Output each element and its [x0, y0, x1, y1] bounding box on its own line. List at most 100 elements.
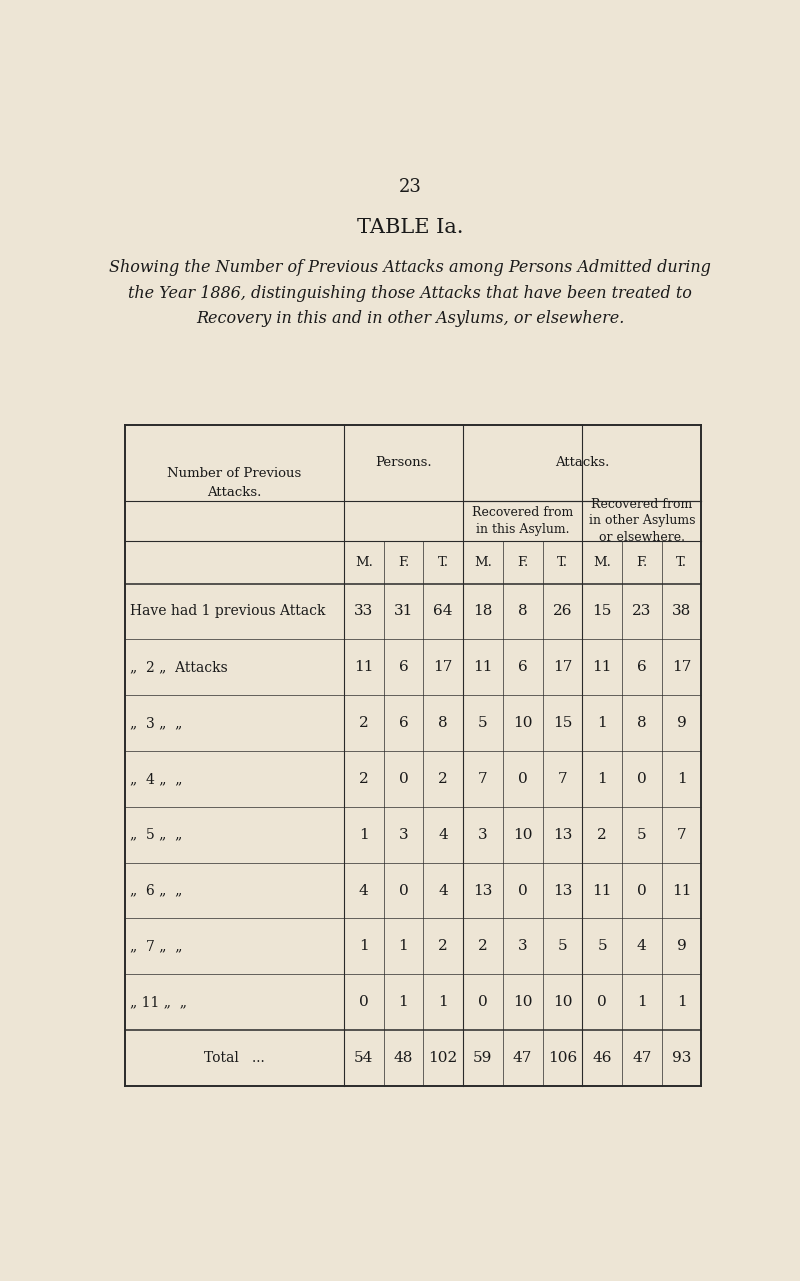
- Text: 1: 1: [598, 772, 607, 787]
- Text: 2: 2: [438, 772, 448, 787]
- Text: 0: 0: [598, 995, 607, 1009]
- Text: M.: M.: [593, 556, 611, 569]
- Text: 5: 5: [637, 828, 646, 842]
- Text: 1: 1: [438, 995, 448, 1009]
- Text: 1: 1: [359, 939, 369, 953]
- Text: Have had 1 previous Attack: Have had 1 previous Attack: [130, 605, 326, 619]
- Text: 23: 23: [632, 605, 651, 619]
- Text: 3: 3: [478, 828, 488, 842]
- Text: 11: 11: [473, 660, 493, 674]
- Text: 2: 2: [598, 828, 607, 842]
- Text: Total   ...: Total ...: [204, 1050, 265, 1065]
- Text: 17: 17: [672, 660, 691, 674]
- Text: M.: M.: [355, 556, 373, 569]
- Text: F.: F.: [636, 556, 647, 569]
- Text: 38: 38: [672, 605, 691, 619]
- Text: 8: 8: [518, 605, 527, 619]
- Text: 0: 0: [398, 772, 408, 787]
- Text: „  4 „  „: „ 4 „ „: [130, 772, 182, 787]
- Text: 5: 5: [598, 939, 607, 953]
- Text: 93: 93: [672, 1050, 691, 1065]
- Text: 59: 59: [474, 1050, 493, 1065]
- Text: Recovered from
in other Asylums
or elsewhere.: Recovered from in other Asylums or elsew…: [589, 498, 695, 544]
- Text: 15: 15: [593, 605, 612, 619]
- Text: T.: T.: [557, 556, 568, 569]
- Text: 3: 3: [518, 939, 527, 953]
- Text: 11: 11: [592, 660, 612, 674]
- Text: TABLE Ia.: TABLE Ia.: [357, 218, 463, 237]
- Text: 6: 6: [637, 660, 646, 674]
- Text: 11: 11: [354, 660, 374, 674]
- Text: 31: 31: [394, 605, 413, 619]
- Text: 7: 7: [558, 772, 567, 787]
- Text: M.: M.: [474, 556, 492, 569]
- Text: „  5 „  „: „ 5 „ „: [130, 828, 182, 842]
- Text: 26: 26: [553, 605, 572, 619]
- Text: F.: F.: [517, 556, 528, 569]
- Text: 6: 6: [398, 716, 408, 730]
- Text: 47: 47: [632, 1050, 651, 1065]
- Text: „  7 „  „: „ 7 „ „: [130, 939, 182, 953]
- Text: 11: 11: [592, 884, 612, 898]
- Text: 1: 1: [398, 995, 408, 1009]
- Text: 0: 0: [478, 995, 488, 1009]
- Text: Number of Previous
Attacks.: Number of Previous Attacks.: [167, 466, 302, 498]
- Text: 10: 10: [513, 716, 533, 730]
- Text: 11: 11: [672, 884, 691, 898]
- Text: 23: 23: [398, 178, 422, 196]
- Text: Recovered from
in this Asylum.: Recovered from in this Asylum.: [472, 506, 574, 535]
- Text: 9: 9: [677, 716, 686, 730]
- Text: 1: 1: [598, 716, 607, 730]
- Text: 8: 8: [637, 716, 646, 730]
- Text: Showing the Number of Previous Attacks among Persons Admitted during
the Year 18: Showing the Number of Previous Attacks a…: [109, 259, 711, 327]
- Text: 13: 13: [553, 828, 572, 842]
- Text: 17: 17: [434, 660, 453, 674]
- Text: T.: T.: [438, 556, 449, 569]
- Text: 102: 102: [429, 1050, 458, 1065]
- Text: 0: 0: [637, 772, 646, 787]
- Text: 0: 0: [518, 772, 527, 787]
- Text: 2: 2: [359, 716, 369, 730]
- Text: 1: 1: [637, 995, 646, 1009]
- Text: 4: 4: [438, 828, 448, 842]
- Text: 6: 6: [518, 660, 527, 674]
- Text: 18: 18: [474, 605, 493, 619]
- Text: „  2 „  Attacks: „ 2 „ Attacks: [130, 660, 227, 674]
- Text: 33: 33: [354, 605, 374, 619]
- Text: 1: 1: [677, 995, 686, 1009]
- Text: 8: 8: [438, 716, 448, 730]
- Text: 64: 64: [434, 605, 453, 619]
- Text: Attacks.: Attacks.: [555, 456, 610, 469]
- Text: 2: 2: [478, 939, 488, 953]
- Text: 9: 9: [677, 939, 686, 953]
- Text: 10: 10: [553, 995, 572, 1009]
- Text: „  6 „  „: „ 6 „ „: [130, 884, 182, 898]
- Text: 7: 7: [478, 772, 488, 787]
- Text: 2: 2: [359, 772, 369, 787]
- Text: 54: 54: [354, 1050, 374, 1065]
- Text: 0: 0: [637, 884, 646, 898]
- Text: 1: 1: [359, 828, 369, 842]
- Text: Persons.: Persons.: [375, 456, 432, 469]
- Text: 6: 6: [398, 660, 408, 674]
- Text: 4: 4: [359, 884, 369, 898]
- Text: 13: 13: [553, 884, 572, 898]
- Text: 1: 1: [677, 772, 686, 787]
- Text: „ 11 „  „: „ 11 „ „: [130, 995, 186, 1009]
- Text: T.: T.: [676, 556, 687, 569]
- Text: F.: F.: [398, 556, 409, 569]
- Text: 1: 1: [398, 939, 408, 953]
- Text: 15: 15: [553, 716, 572, 730]
- Text: 0: 0: [359, 995, 369, 1009]
- Text: 0: 0: [398, 884, 408, 898]
- Text: 7: 7: [677, 828, 686, 842]
- Text: 5: 5: [478, 716, 488, 730]
- Text: 0: 0: [518, 884, 527, 898]
- Text: 47: 47: [513, 1050, 532, 1065]
- Text: 5: 5: [558, 939, 567, 953]
- Text: 48: 48: [394, 1050, 413, 1065]
- Text: 10: 10: [513, 995, 533, 1009]
- Text: 46: 46: [592, 1050, 612, 1065]
- Text: 4: 4: [438, 884, 448, 898]
- Text: 106: 106: [548, 1050, 577, 1065]
